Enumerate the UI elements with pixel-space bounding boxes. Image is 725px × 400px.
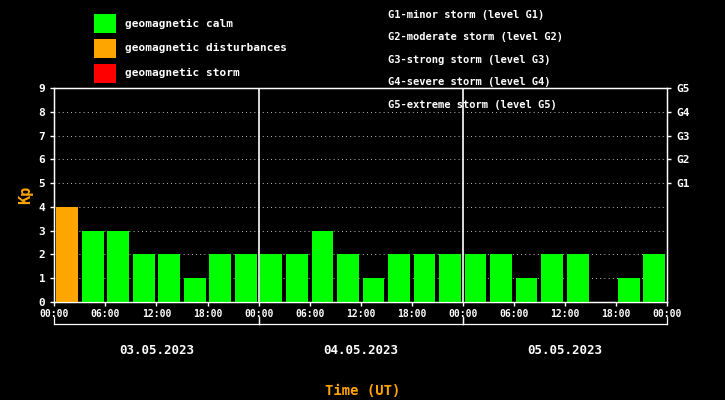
Text: 05.05.2023: 05.05.2023 (527, 344, 602, 357)
Bar (490, 254, 512, 302)
Bar (567, 254, 589, 302)
Bar (515, 278, 537, 302)
Bar (82, 231, 104, 302)
Text: G1-minor storm (level G1): G1-minor storm (level G1) (388, 10, 544, 20)
Bar (312, 231, 334, 302)
Bar (107, 231, 129, 302)
Text: geomagnetic storm: geomagnetic storm (125, 68, 239, 78)
Bar (618, 278, 639, 302)
Bar (286, 254, 307, 302)
Bar (260, 254, 282, 302)
Bar (414, 254, 435, 302)
Text: 04.05.2023: 04.05.2023 (323, 344, 398, 357)
Bar (337, 254, 359, 302)
Bar (643, 254, 665, 302)
Text: geomagnetic disturbances: geomagnetic disturbances (125, 43, 286, 54)
Text: 03.05.2023: 03.05.2023 (119, 344, 194, 357)
Bar (158, 254, 180, 302)
Bar (235, 254, 257, 302)
Y-axis label: Kp: Kp (18, 186, 33, 204)
Text: G5-extreme storm (level G5): G5-extreme storm (level G5) (388, 100, 557, 110)
Bar (465, 254, 486, 302)
Bar (210, 254, 231, 302)
Text: G2-moderate storm (level G2): G2-moderate storm (level G2) (388, 32, 563, 42)
Bar (542, 254, 563, 302)
Bar (388, 254, 410, 302)
Bar (362, 278, 384, 302)
Bar (57, 207, 78, 302)
Text: G4-severe storm (level G4): G4-severe storm (level G4) (388, 77, 550, 87)
Bar (184, 278, 206, 302)
Text: Time (UT): Time (UT) (325, 384, 400, 398)
Bar (439, 254, 461, 302)
Bar (133, 254, 154, 302)
Text: geomagnetic calm: geomagnetic calm (125, 18, 233, 29)
Text: G3-strong storm (level G3): G3-strong storm (level G3) (388, 55, 550, 65)
